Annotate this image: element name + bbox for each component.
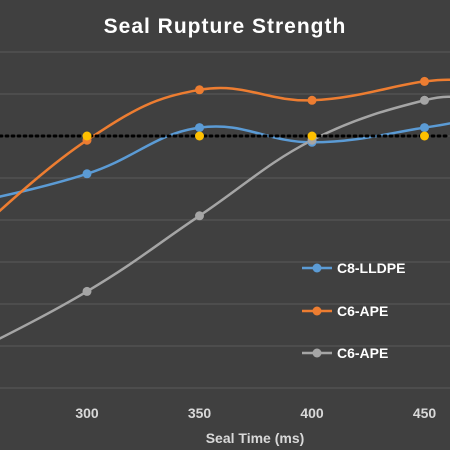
series-line-1 [0, 78, 450, 213]
series-1-point-400 [307, 95, 317, 105]
legend-label-1: C6-APE [337, 303, 388, 319]
series-1-point-350 [195, 85, 204, 95]
legend-label-0: C8-LLDPE [337, 260, 405, 276]
series-line-0 [0, 122, 450, 198]
legend: C8-LLDPE C6-APE C6-APE [302, 260, 405, 361]
x-tick-label-350: 350 [188, 405, 212, 421]
series-1-point-450 [420, 76, 429, 86]
reference-point-400 [307, 131, 317, 141]
reference-point-350 [195, 131, 204, 141]
series-0-point-300 [82, 169, 92, 179]
gridlines [0, 51, 450, 389]
series-0-point-450 [420, 123, 429, 133]
series-2-point-300 [82, 286, 92, 296]
series-2-point-350 [195, 211, 204, 221]
series-lines [0, 78, 450, 340]
legend-marker-2 [312, 348, 322, 358]
x-axis-ticks: 300 350 400 450 [75, 405, 436, 421]
x-tick-label-300: 300 [75, 405, 99, 421]
legend-marker-0 [312, 263, 322, 273]
reference-point-450 [420, 131, 429, 141]
reference-point-300 [82, 131, 92, 141]
series-markers [82, 76, 429, 296]
x-tick-label-400: 400 [300, 405, 324, 421]
legend-marker-1 [312, 306, 322, 316]
chart-title: Seal Rupture Strength [104, 15, 347, 38]
series-0-point-350 [195, 123, 204, 133]
series-2-point-450 [420, 95, 429, 105]
legend-label-2: C6-APE [337, 345, 388, 361]
x-axis-label: Seal Time (ms) [206, 430, 305, 446]
x-tick-label-450: 450 [413, 405, 437, 421]
